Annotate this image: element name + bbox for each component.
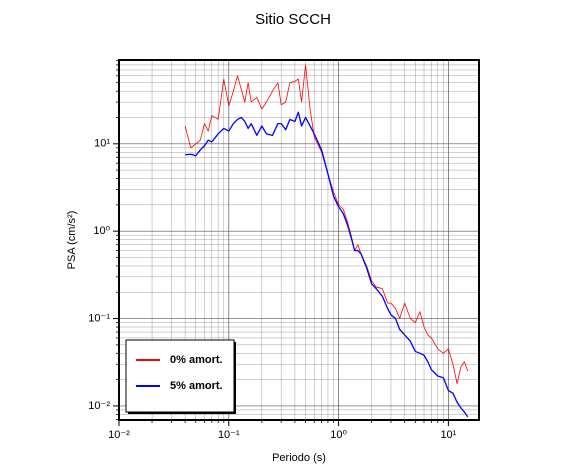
y-tick-label: 10⁻¹ [88,312,110,324]
x-tick-label: 10¹ [440,429,456,441]
legend-box [125,339,235,413]
y-tick-label: 10¹ [94,138,110,150]
y-tick-label: 10⁰ [93,225,110,237]
x-tick-label: 10⁻² [108,429,130,441]
legend-label: 0% amort. [170,354,223,366]
x-tick-label: 10⁰ [330,429,347,441]
x-tick-label: 10⁻¹ [218,429,240,441]
legend-label: 5% amort. [170,380,223,392]
y-tick-label: 10⁻² [88,400,110,412]
chart-title: Sitio SCCH [255,11,331,28]
series-line [184,64,469,385]
series-line [185,111,469,418]
y-axis-label: PSA (cm/s²) [66,211,78,270]
x-axis-label: Periodo (s) [272,452,326,464]
plot-frame [118,59,480,421]
